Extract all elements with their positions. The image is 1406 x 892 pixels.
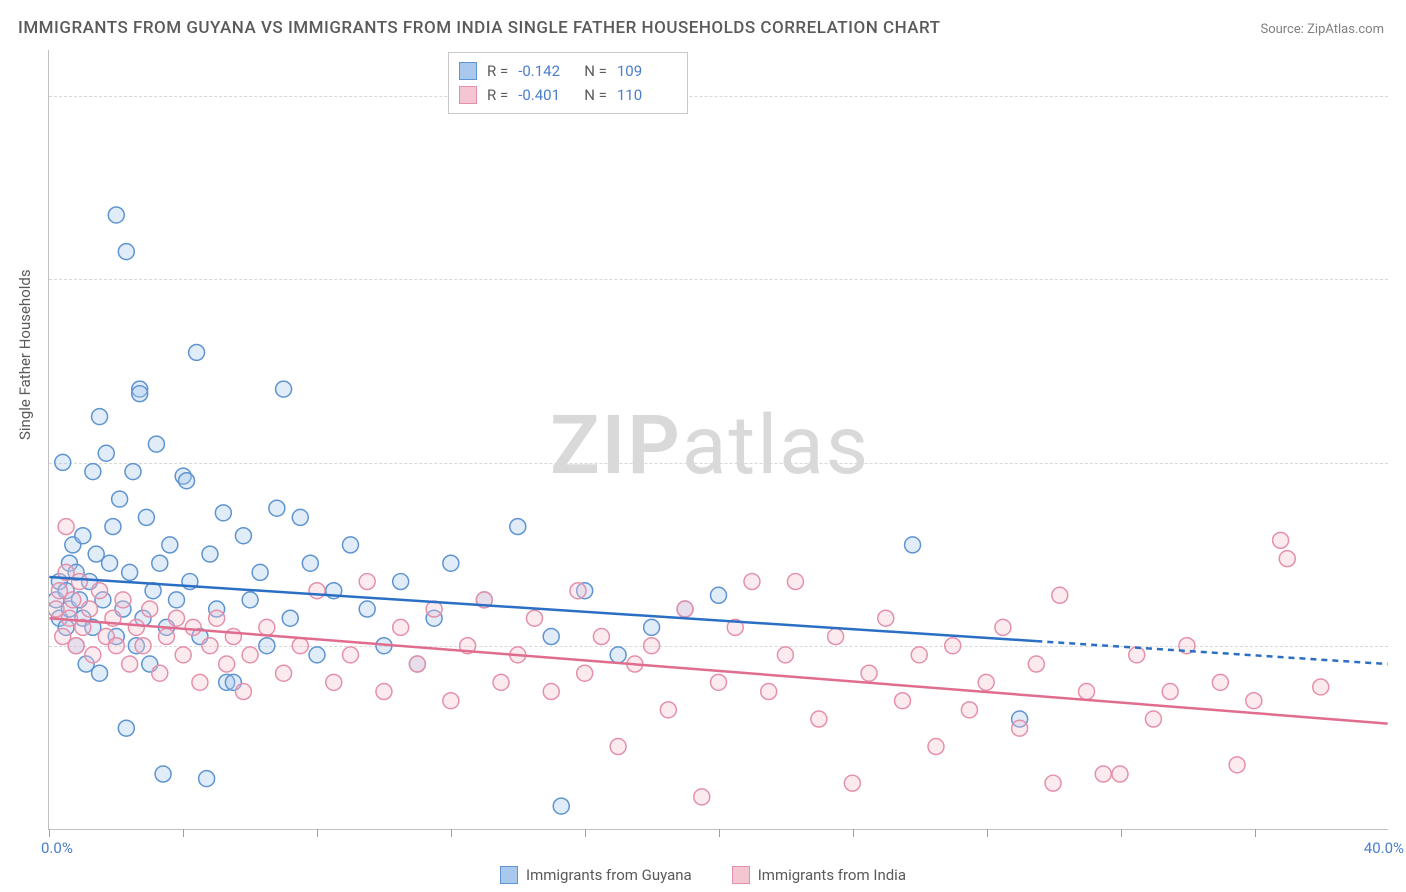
x-axis-tick — [183, 829, 184, 837]
swatch-india — [732, 866, 750, 884]
plot-area: 2.0%4.0%6.0%8.0% 0.0% 40.0% — [48, 50, 1388, 830]
x-axis-tick — [1255, 829, 1256, 837]
x-axis-tick-start: 0.0% — [41, 839, 73, 857]
r-value-guyana: -0.142 — [518, 62, 574, 80]
swatch-guyana — [500, 866, 518, 884]
stats-row-guyana: R = -0.142 N = 109 — [459, 59, 673, 83]
n-label: N = — [584, 86, 607, 104]
n-label: N = — [584, 62, 607, 80]
x-axis-tick — [49, 829, 50, 837]
r-label: R = — [487, 62, 508, 80]
correlation-stats-box: R = -0.142 N = 109 R = -0.401 N = 110 — [448, 52, 688, 114]
x-axis-tick — [317, 829, 318, 837]
y-axis-label: Single Father Households — [16, 269, 34, 440]
swatch-guyana — [459, 62, 477, 80]
x-axis-tick — [585, 829, 586, 837]
scatter-plot-svg — [49, 50, 1388, 829]
swatch-india — [459, 86, 477, 104]
legend-item-india: Immigrants from India — [732, 866, 906, 884]
bottom-legend: Immigrants from Guyana Immigrants from I… — [0, 866, 1406, 884]
legend-item-guyana: Immigrants from Guyana — [500, 866, 692, 884]
n-value-india: 110 — [617, 86, 673, 104]
source-link[interactable]: ZipAtlas.com — [1307, 22, 1384, 37]
legend-label-india: Immigrants from India — [758, 866, 906, 884]
x-axis-tick — [853, 829, 854, 837]
x-axis-tick — [451, 829, 452, 837]
x-axis-tick — [719, 829, 720, 837]
r-label: R = — [487, 86, 508, 104]
n-value-guyana: 109 — [617, 62, 673, 80]
x-axis-tick — [1121, 829, 1122, 837]
stats-row-india: R = -0.401 N = 110 — [459, 83, 673, 107]
source-attribution: Source: ZipAtlas.com — [1260, 22, 1384, 37]
x-axis-tick — [987, 829, 988, 837]
x-axis-tick-end: 40.0% — [1364, 839, 1404, 857]
legend-label-guyana: Immigrants from Guyana — [526, 866, 692, 884]
r-value-india: -0.401 — [518, 86, 574, 104]
chart-title: IMMIGRANTS FROM GUYANA VS IMMIGRANTS FRO… — [18, 18, 941, 38]
source-prefix: Source: — [1260, 22, 1307, 37]
